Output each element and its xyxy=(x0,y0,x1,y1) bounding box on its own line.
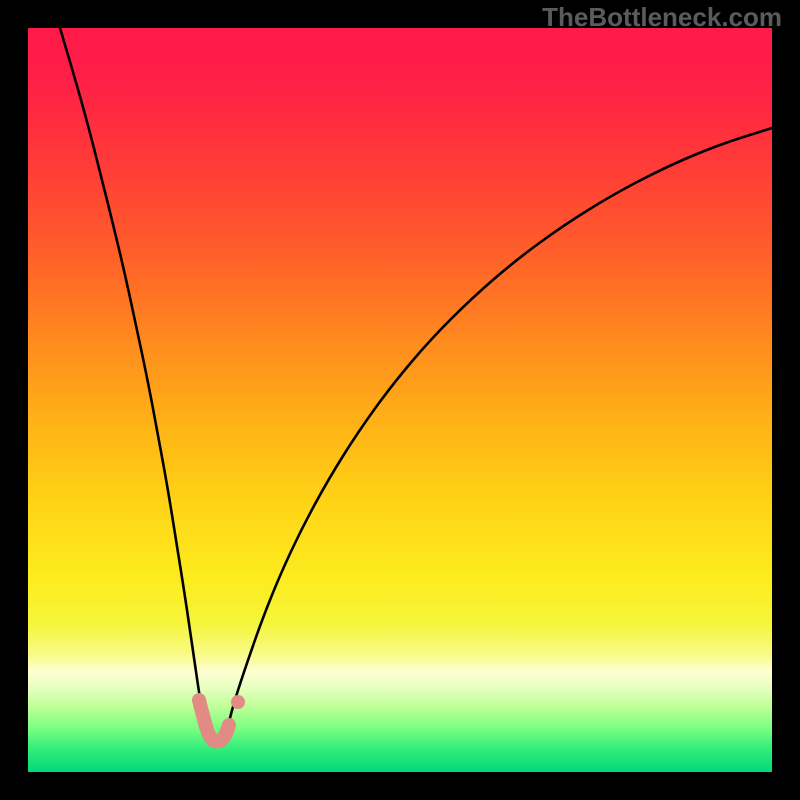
gradient-plot-area xyxy=(28,28,772,772)
watermark-text: TheBottleneck.com xyxy=(542,2,782,33)
